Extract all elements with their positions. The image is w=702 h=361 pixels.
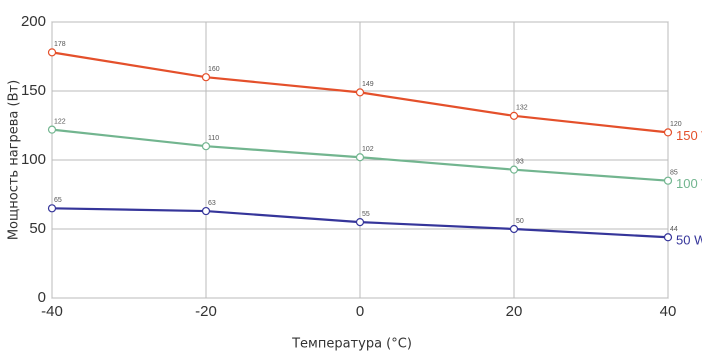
data-point [47, 125, 57, 134]
y-tick-label: 200 [21, 13, 46, 30]
data-label: 178 [54, 41, 66, 48]
data-label: 65 [54, 197, 62, 204]
data-point [663, 128, 673, 137]
y-tick-label: 150 [21, 82, 46, 99]
y-axis-label: Мощность нагрева (Вт) [7, 80, 22, 240]
data-label: 85 [670, 170, 678, 177]
data-point [47, 48, 57, 57]
series-name: 150 W [676, 128, 702, 143]
data-point [201, 142, 211, 151]
data-label: 149 [362, 81, 374, 88]
data-label: 63 [208, 200, 216, 207]
y-tick-label: 0 [38, 289, 46, 306]
x-tick-label: 40 [660, 303, 677, 320]
data-label: 122 [54, 118, 66, 125]
data-label: 132 [516, 105, 528, 112]
data-point [355, 153, 365, 162]
x-tick-label: 0 [356, 303, 364, 320]
data-point [47, 204, 57, 213]
y-tick-label: 100 [21, 151, 46, 168]
data-label: 102 [362, 146, 374, 153]
data-label: 44 [670, 226, 678, 233]
x-tick-label: -20 [195, 303, 217, 320]
data-label: 55 [362, 211, 370, 218]
data-point [355, 88, 365, 97]
data-point [201, 206, 211, 216]
data-point [509, 224, 519, 234]
data-label: 50 [516, 218, 524, 225]
data-label: 93 [516, 159, 524, 166]
data-point [509, 111, 519, 120]
data-point [201, 73, 211, 82]
x-axis-label: Температура (°C) [291, 337, 412, 352]
data-point [663, 176, 673, 185]
data-label: 120 [670, 121, 682, 128]
x-tick-label: 20 [506, 303, 523, 320]
data-point [663, 233, 673, 242]
data-point [509, 165, 519, 174]
y-tick-label: 50 [29, 220, 46, 237]
data-label: 160 [208, 66, 220, 73]
x-tick-label: -40 [41, 303, 63, 320]
data-point [355, 218, 365, 227]
series-name: 100 W [676, 176, 702, 191]
series-name: 50 W [676, 233, 702, 248]
data-label: 110 [208, 135, 219, 142]
